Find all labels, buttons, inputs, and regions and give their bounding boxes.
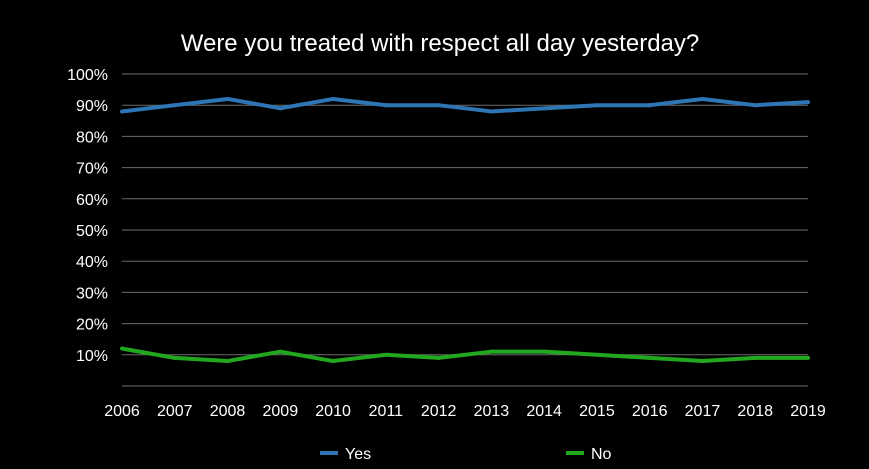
data-point-no — [700, 359, 705, 364]
x-tick-label: 2015 — [579, 403, 615, 420]
series-line-no — [121, 346, 808, 364]
legend-item-yes: Yes — [320, 446, 371, 463]
legend-item-no: No — [566, 446, 612, 463]
x-tick-label: 2009 — [263, 403, 299, 420]
data-point-yes — [172, 103, 177, 108]
data-point-no — [489, 349, 494, 354]
data-point-no — [436, 355, 441, 360]
data-point-yes — [278, 106, 283, 111]
y-tick-label: 100% — [67, 67, 108, 84]
series-no — [120, 346, 810, 364]
legend-label: Yes — [345, 446, 371, 463]
data-point-yes — [647, 103, 652, 108]
data-point-no — [120, 346, 124, 351]
data-point-no — [753, 355, 758, 360]
data-point-yes — [700, 96, 705, 101]
legend: Yes No — [320, 446, 612, 463]
x-tick-label: 2018 — [737, 403, 773, 420]
data-point-no — [225, 359, 230, 364]
y-tick-label: 30% — [76, 285, 108, 302]
data-point-yes — [594, 103, 599, 108]
data-point-yes — [489, 109, 494, 114]
x-tick-label: 2014 — [526, 403, 562, 420]
data-point-yes — [806, 100, 810, 105]
data-point-yes — [120, 109, 124, 114]
data-point-no — [647, 355, 652, 360]
legend-label: No — [591, 446, 612, 463]
y-tick-label: 10% — [76, 348, 108, 365]
x-tick-label: 2013 — [474, 403, 510, 420]
data-point-yes — [436, 103, 441, 108]
y-tick-label: 20% — [76, 317, 108, 334]
data-point-no — [806, 355, 810, 360]
x-tick-label: 2011 — [369, 403, 404, 420]
data-point-no — [172, 355, 177, 360]
data-point-no — [594, 352, 599, 357]
data-point-no — [278, 349, 283, 354]
y-tick-label: 60% — [76, 192, 108, 209]
x-tick-label: 2008 — [210, 403, 246, 420]
data-point-no — [331, 359, 336, 364]
data-point-yes — [383, 103, 388, 108]
series-lines — [120, 96, 810, 364]
series-line-yes — [121, 96, 809, 114]
data-point-no — [383, 352, 388, 357]
x-tick-label: 2010 — [315, 403, 351, 420]
x-tick-label: 2007 — [157, 403, 193, 420]
y-tick-label: 80% — [76, 129, 108, 146]
data-point-yes — [542, 106, 547, 111]
x-tick-label: 2017 — [685, 403, 721, 420]
x-tick-label: 2012 — [421, 403, 457, 420]
data-point-yes — [753, 103, 758, 108]
series-yes — [120, 96, 810, 114]
data-point-yes — [331, 96, 336, 101]
chart-title: Were you treated with respect all day ye… — [181, 30, 699, 57]
y-axis: 10% 20% 30% 40% 50% 60% 70% 80% 90% 100% — [67, 67, 108, 365]
y-tick-label: 90% — [76, 98, 108, 115]
x-axis: 2006 2007 2008 2009 2010 2011 2012 2013 2014 2015… — [104, 403, 826, 420]
x-tick-label: 2019 — [790, 403, 826, 420]
x-tick-label: 2016 — [632, 403, 668, 420]
y-tick-label: 70% — [76, 161, 108, 178]
data-point-no — [542, 349, 547, 354]
gridlines — [122, 73, 808, 387]
data-point-yes — [225, 96, 230, 101]
x-tick-label: 2006 — [104, 403, 140, 420]
y-tick-label: 40% — [76, 254, 108, 271]
y-tick-label: 50% — [76, 223, 108, 240]
